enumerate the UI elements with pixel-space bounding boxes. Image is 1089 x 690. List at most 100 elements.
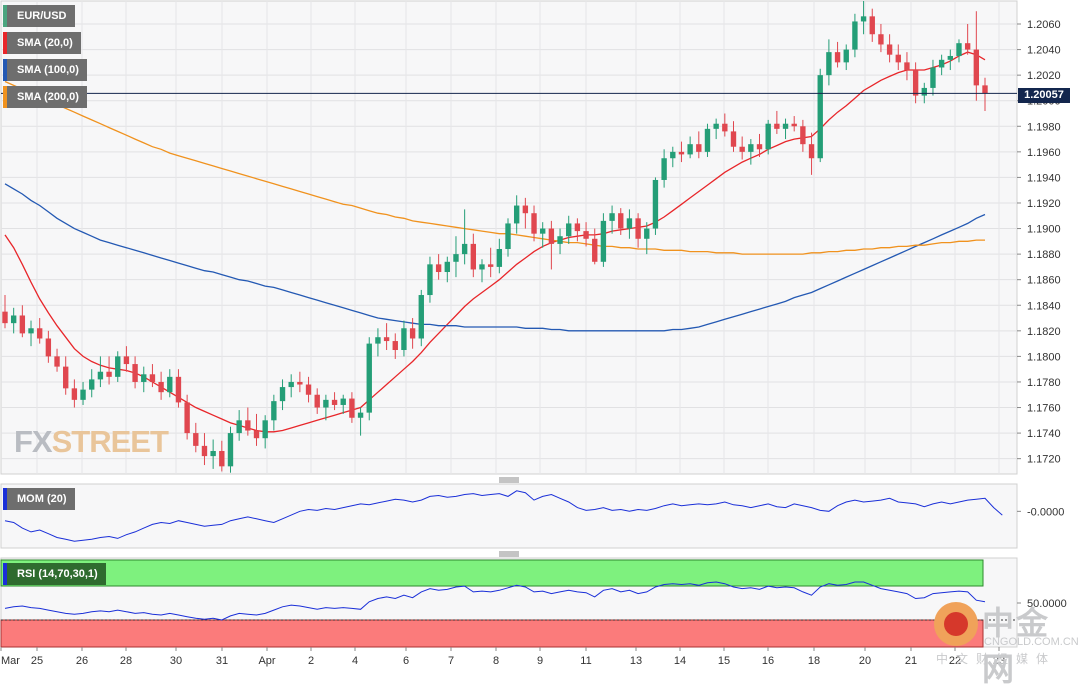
legend-symbol[interactable]: EUR/USD (3, 5, 75, 27)
rsi-oversold-zone (0, 619, 984, 648)
candle-body (97, 371, 104, 380)
candle (947, 49, 953, 71)
candle (279, 379, 286, 411)
candle-body (487, 264, 494, 267)
legend-sma-200[interactable]: SMA (200,0) (3, 86, 87, 108)
candle (496, 238, 503, 274)
x-tick-label: 16 (762, 655, 774, 667)
candle-body (141, 374, 147, 382)
rsi-panel: 50.0000 (0, 559, 1067, 648)
candle (626, 209, 633, 239)
candle-body (618, 213, 624, 229)
candle (852, 13, 858, 58)
y-tick-label: 1.2020 (1027, 70, 1061, 82)
candle (800, 119, 806, 152)
candle-body (748, 144, 754, 152)
candle-body (331, 399, 338, 405)
candle-body (19, 315, 26, 334)
candle (28, 320, 34, 347)
legend-mom[interactable]: MOM (20) (3, 488, 75, 510)
candle (817, 68, 823, 163)
y-tick-label: 1.2060 (1027, 19, 1061, 31)
chart-background (0, 0, 1018, 648)
candle-body (540, 228, 546, 234)
candle (184, 394, 190, 440)
candle (973, 11, 980, 101)
candle (513, 195, 520, 234)
candle (141, 366, 147, 393)
candle-body (860, 16, 867, 22)
candle (687, 136, 693, 159)
candle-body (193, 433, 199, 446)
y-tick-label: 1.1820 (1027, 326, 1061, 338)
candle (297, 371, 303, 393)
x-tick-label: Apr (258, 655, 275, 667)
candle-body (843, 49, 849, 63)
x-tick-label: 2 (308, 655, 314, 667)
candle (956, 39, 962, 63)
candle (791, 116, 797, 132)
candle (245, 407, 251, 436)
candle (132, 356, 138, 389)
candle-body (349, 398, 355, 418)
candle (19, 305, 26, 338)
y-tick-label: 1.2040 (1027, 45, 1061, 57)
legend-rsi[interactable]: RSI (14,70,30,1) (3, 563, 106, 585)
candle (37, 318, 43, 344)
candle-body (973, 49, 980, 86)
candle-body (227, 433, 234, 467)
candle (227, 426, 234, 473)
mom-splitter-handle (499, 551, 519, 557)
logo-en-text: CNGOLD.COM.CN (984, 636, 1079, 648)
candle (696, 131, 702, 159)
candle (782, 118, 789, 140)
candle (219, 440, 225, 472)
candle-body (401, 328, 407, 350)
candle-body (271, 401, 277, 421)
legend-sma-20[interactable]: SMA (20,0) (3, 32, 81, 54)
legend-sma-100[interactable]: SMA (100,0) (3, 59, 87, 81)
candle-body (253, 430, 260, 439)
candle-body (505, 223, 511, 250)
x-tick-label: 21 (905, 655, 917, 667)
candle-body (670, 151, 676, 159)
x-tick-label: 14 (674, 655, 686, 667)
candle (106, 356, 112, 385)
mom-line (4, 490, 1003, 542)
candle-body (245, 420, 251, 431)
candle (895, 44, 901, 71)
candle-body (132, 364, 138, 382)
candle-body (774, 123, 780, 129)
candle (323, 394, 329, 421)
x-tick-label: 7 (448, 655, 454, 667)
candle (618, 208, 624, 235)
y-tick-label: 1.1720 (1027, 454, 1061, 466)
candle-body (904, 62, 910, 71)
candle (409, 318, 416, 349)
candle (531, 205, 537, 242)
x-tick-label: 6 (403, 655, 409, 667)
candle-body (548, 228, 555, 244)
candle-body (262, 420, 268, 439)
candle (540, 222, 546, 248)
candle-body (930, 67, 936, 88)
candle (982, 77, 988, 111)
candle-body (435, 264, 442, 273)
candle-body (63, 366, 69, 389)
x-tick-label: 13 (630, 655, 642, 667)
candle (314, 388, 320, 414)
candle (45, 330, 52, 363)
y-tick-label: 1.1800 (1027, 351, 1061, 363)
candle (522, 197, 529, 229)
cngold-logo: 中金网 CNGOLD.COM.CN 中文财经媒体 (930, 598, 1079, 688)
candle-body (184, 402, 190, 434)
candle-body (427, 264, 433, 296)
candle (774, 110, 780, 134)
candle (652, 177, 659, 235)
candle (305, 376, 312, 403)
candle (71, 379, 78, 408)
candle-body (479, 264, 485, 270)
y-tick-label: 1.1760 (1027, 403, 1061, 415)
candle (592, 228, 598, 265)
candle-body (574, 223, 581, 232)
